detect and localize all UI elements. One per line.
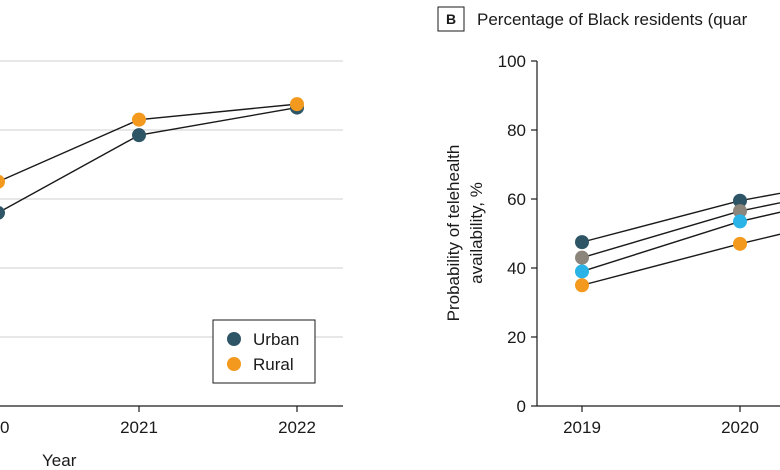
panel-b-y-tick-label: 20 <box>507 328 526 347</box>
panel-b-y-axis-title-line1: Probability of telehealth <box>444 145 463 322</box>
legend-swatch-urban <box>227 332 241 346</box>
panel-a-x-tick-label: 0 <box>0 418 9 437</box>
panel-b-y-tick-label: 100 <box>498 52 526 71</box>
panel-b-series-line <box>581 192 780 243</box>
panel-a-x-tick-label: 2022 <box>278 418 316 437</box>
panel-b-x-tick-label: 2020 <box>721 418 759 437</box>
panel-b-y-ticks: 0 20 40 60 80 100 <box>498 52 537 416</box>
panel-b-data-point <box>733 236 747 251</box>
panel-a-x-ticks: 0 2021 2022 <box>0 406 316 437</box>
panel-b-x-tick-label: 2019 <box>563 418 601 437</box>
legend-label-rural: Rural <box>253 355 294 374</box>
panel-b-y-tick-label: 80 <box>507 121 526 140</box>
panel-a-chart: 0 2021 2022 Year Urban Rural <box>0 60 343 470</box>
panel-b-y-tick-label: 0 <box>517 397 526 416</box>
data-point-rural <box>290 97 304 112</box>
panel-b-chart: B Percentage of Black residents (quar 0 2… <box>437 6 780 437</box>
panel-b-y-tick-label: 60 <box>507 190 526 209</box>
data-point-rural <box>0 175 5 189</box>
panel-b-letter: B <box>446 11 456 27</box>
panel-b-letter-box <box>437 6 465 32</box>
panel-b-x-ticks: 2019 2020 <box>563 406 759 437</box>
panel-b-y-axis-title-line2: availability, % <box>467 182 486 284</box>
panel-b-data-point <box>575 250 589 265</box>
panel-b-data-point <box>575 264 589 279</box>
data-point-urban <box>0 206 5 220</box>
legend-box <box>212 319 316 384</box>
panel-a-x-axis-title: Year <box>42 451 77 470</box>
panel-b-y-tick-label: 40 <box>507 259 526 278</box>
legend-label-urban: Urban <box>253 330 299 349</box>
panel-b-title: Percentage of Black residents (quar <box>477 10 748 29</box>
data-point-urban <box>132 128 146 143</box>
panel-b-series-line <box>581 202 780 259</box>
panel-b-points <box>575 193 747 293</box>
data-point-rural <box>132 112 146 127</box>
panel-b-data-point <box>733 214 747 229</box>
legend-swatch-rural <box>227 357 241 371</box>
panel-b-data-point <box>575 278 589 293</box>
panel-a-series-lines <box>0 103 298 213</box>
series-line-urban <box>0 106 298 213</box>
panel-a-legend: Urban Rural <box>212 319 316 384</box>
panel-b-series-lines <box>581 192 780 286</box>
panel-a-x-tick-label: 2021 <box>120 418 158 437</box>
panel-b-data-point <box>733 204 747 219</box>
panel-a-points <box>0 97 304 220</box>
panel-b-data-point <box>733 193 747 208</box>
panel-b-data-point <box>575 235 589 250</box>
panel-b-series-line <box>581 233 780 286</box>
